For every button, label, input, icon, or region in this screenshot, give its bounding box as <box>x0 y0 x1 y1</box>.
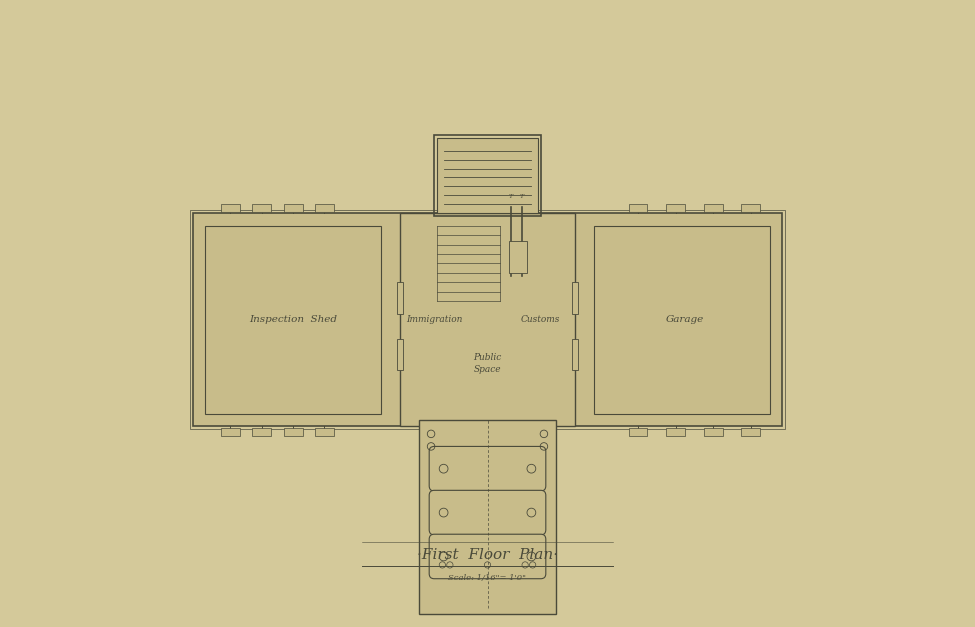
Bar <box>594 226 769 414</box>
Bar <box>666 204 685 212</box>
Bar <box>704 204 722 212</box>
Text: Immigration: Immigration <box>406 315 462 324</box>
Bar <box>193 213 782 426</box>
Bar <box>397 282 403 314</box>
Text: Scale: 1/16"= 1'0": Scale: 1/16"= 1'0" <box>448 574 526 582</box>
FancyBboxPatch shape <box>429 490 546 535</box>
Text: Public
Space: Public Space <box>474 353 501 374</box>
Bar <box>572 339 578 370</box>
Bar <box>253 428 271 436</box>
Text: ·First  Floor  Plan·: ·First Floor Plan· <box>417 548 558 562</box>
Bar <box>629 204 647 212</box>
Bar <box>434 135 541 216</box>
Bar <box>510 241 527 273</box>
Text: Garage: Garage <box>666 315 704 324</box>
Bar <box>704 428 722 436</box>
Bar <box>400 213 575 426</box>
Bar <box>315 204 333 212</box>
Bar <box>284 428 302 436</box>
Bar <box>629 428 647 436</box>
Bar <box>438 138 537 213</box>
Bar <box>741 204 760 212</box>
Bar <box>418 420 557 614</box>
Bar <box>315 428 333 436</box>
Text: Customs: Customs <box>521 315 561 324</box>
Bar <box>572 282 578 314</box>
Text: T: T <box>509 194 513 199</box>
Bar <box>206 226 381 414</box>
Bar <box>221 204 240 212</box>
Bar <box>190 210 785 429</box>
Bar <box>666 428 685 436</box>
Bar <box>253 204 271 212</box>
FancyBboxPatch shape <box>429 534 546 579</box>
Text: T: T <box>520 194 524 199</box>
FancyBboxPatch shape <box>429 446 546 491</box>
Bar <box>221 428 240 436</box>
Bar <box>741 428 760 436</box>
Bar <box>284 204 302 212</box>
Text: Inspection  Shed: Inspection Shed <box>250 315 337 324</box>
Bar <box>397 339 403 370</box>
